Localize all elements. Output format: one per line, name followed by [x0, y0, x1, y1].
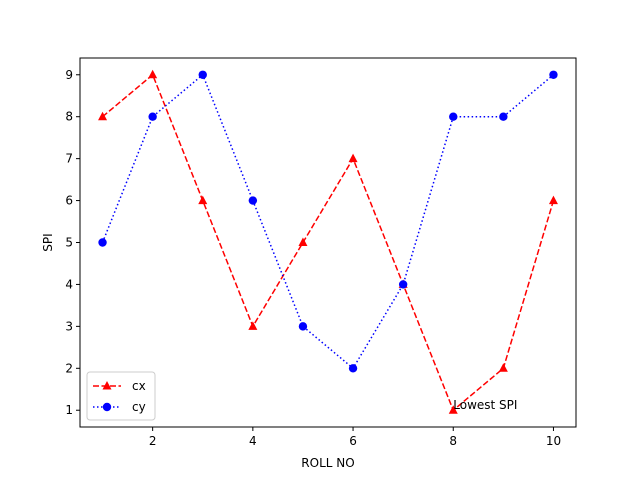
y-axis-label: SPI — [41, 233, 55, 251]
x-tick-label: 8 — [449, 434, 457, 448]
legend-label-cx: cx — [132, 379, 146, 393]
x-axis-label: ROLL NO — [301, 456, 354, 470]
data-point-cy — [298, 322, 308, 331]
data-point-cx — [348, 153, 358, 163]
data-point-cx — [448, 405, 458, 414]
y-axis-ticks: 1 2 3 4 5 6 7 8 9 — [65, 68, 80, 417]
y-tick-label: 4 — [65, 277, 73, 291]
data-point-cy — [398, 280, 408, 289]
annotation-text: Lowest SPI — [453, 398, 517, 412]
data-point-cy — [449, 112, 458, 121]
legend-label-cy: cy — [132, 400, 146, 414]
series-line-cy — [101, 73, 554, 370]
data-point-cx — [298, 237, 308, 246]
y-tick-label: 2 — [65, 361, 73, 375]
y-tick-label: 1 — [65, 403, 73, 417]
data-point-cx — [148, 69, 158, 79]
data-point-cy — [198, 70, 207, 79]
y-tick-label: 7 — [65, 152, 73, 166]
x-tick-label: 6 — [349, 434, 357, 448]
x-axis-ticks: 2 4 6 8 10 — [149, 427, 561, 448]
annotations: Lowest SPI — [453, 398, 517, 412]
series-lines — [101, 73, 555, 412]
data-point-cy — [348, 364, 358, 373]
y-tick-label: 9 — [65, 68, 73, 82]
x-tick-label: 10 — [546, 434, 561, 448]
data-point-cy — [549, 70, 558, 79]
legend-marker-cx — [102, 381, 112, 390]
y-tick-label: 6 — [65, 194, 73, 208]
data-point-cx — [548, 195, 558, 205]
data-point-cx — [248, 321, 258, 330]
plot-area — [80, 58, 576, 427]
y-tick-label: 8 — [65, 110, 73, 124]
y-tick-label: 3 — [65, 319, 73, 333]
series-markers — [98, 69, 558, 414]
data-point-cy — [499, 112, 508, 121]
data-point-cx — [498, 363, 508, 372]
x-tick-label: 2 — [149, 434, 157, 448]
y-tick-label: 5 — [65, 236, 73, 250]
data-point-cx — [198, 195, 208, 205]
data-point-cy — [148, 112, 157, 121]
legend: cx cy — [86, 371, 156, 421]
x-tick-label: 4 — [249, 434, 257, 448]
data-point-cx — [98, 111, 108, 121]
legend-marker-cy — [102, 402, 112, 412]
data-point-cy — [98, 238, 107, 247]
data-point-cy — [248, 196, 258, 205]
series-line-cx — [102, 73, 555, 412]
